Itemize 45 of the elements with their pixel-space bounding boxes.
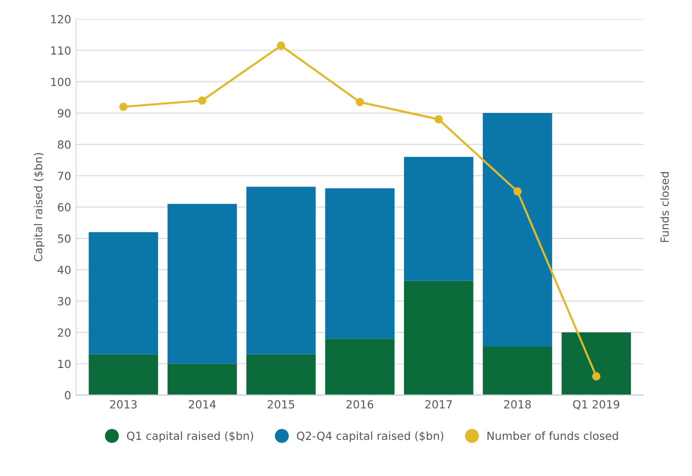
legend-label: Q2-Q4 capital raised ($bn): [296, 431, 444, 442]
bar: [562, 332, 631, 396]
bar: [404, 280, 474, 396]
y-tick-label: 80: [58, 140, 71, 149]
y-tick-label: 10: [58, 360, 71, 368]
y-tick-label: 70: [58, 172, 71, 180]
legend-label: Number of funds closed: [488, 431, 618, 440]
point: [592, 372, 600, 380]
y2-axis-title: Funds closed: [660, 172, 669, 242]
point: [356, 98, 364, 106]
y-axis-title: Capital raised ($bn): [34, 153, 44, 262]
y-tick-label: 110: [51, 46, 71, 55]
point: [119, 102, 128, 111]
x-tick-label: 2015: [268, 400, 294, 409]
bar: [168, 364, 237, 396]
x-tick-label: 2017: [425, 400, 452, 409]
bar: [246, 354, 316, 396]
x-tick-label: 2016: [346, 400, 374, 409]
bar: [404, 156, 474, 281]
bar: [246, 186, 316, 354]
bar: [482, 113, 552, 347]
point: [276, 42, 286, 50]
bar: [482, 346, 552, 396]
x-tick-label: Q1 2019: [573, 400, 620, 410]
y-tick-label: 120: [51, 15, 71, 24]
y-tick-label: 30: [58, 297, 71, 306]
point: [198, 96, 206, 105]
y-tick-label: 20: [58, 328, 71, 337]
bar: [325, 188, 395, 339]
x-tick-label: 2014: [188, 400, 216, 409]
bar: [325, 338, 395, 396]
x-tick-label: 2013: [110, 400, 137, 409]
point: [434, 115, 443, 124]
y-tick-label: 60: [58, 203, 71, 212]
bar: [88, 232, 158, 354]
y-tick-label: 40: [58, 266, 71, 274]
y-tick-label: 0: [64, 391, 71, 400]
y-tick-label: 100: [51, 78, 71, 86]
point: [513, 187, 522, 196]
legend-label: Q1 capital raised ($bn): [126, 431, 254, 442]
y-tick-label: 90: [58, 109, 71, 118]
bar: [168, 204, 237, 364]
bar: [88, 354, 158, 396]
y-tick-label: 50: [58, 234, 71, 243]
x-tick-label: 2018: [504, 400, 531, 409]
